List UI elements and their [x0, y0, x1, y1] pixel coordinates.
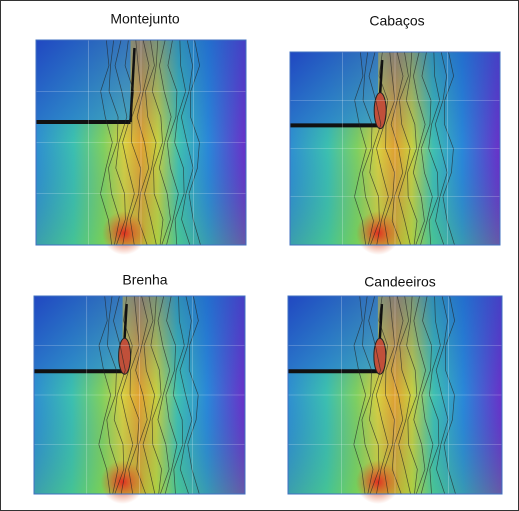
- low-zone: [288, 296, 378, 371]
- high-zone: [101, 460, 145, 504]
- map-panel: [34, 296, 245, 504]
- low-zone: [290, 52, 378, 125]
- low-zone: [34, 296, 123, 371]
- map-panel: [290, 52, 500, 255]
- panel-title: Candeeiros: [364, 274, 436, 290]
- high-zone: [356, 211, 400, 255]
- maps: [34, 40, 502, 504]
- high-zone: [356, 460, 400, 504]
- panel-title: Cabaços: [369, 13, 424, 29]
- map-panel: [36, 40, 246, 255]
- panel-title: Montejunto: [110, 11, 179, 27]
- panel-title: Brenha: [122, 272, 167, 288]
- low-zone: [36, 40, 131, 122]
- map-panel: [288, 296, 502, 504]
- high-zone: [102, 211, 146, 255]
- figure: Montejunto Cabaços Brenha Candeeiros: [0, 0, 519, 511]
